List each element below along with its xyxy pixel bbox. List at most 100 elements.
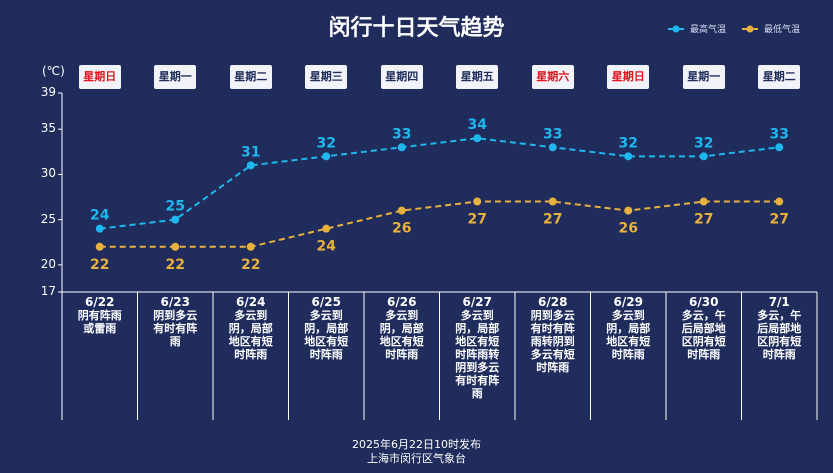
high-temp-label: 33 [770, 126, 789, 142]
low-temp-point [775, 197, 784, 206]
legend-item-high[interactable]: 最高气温 [668, 22, 726, 35]
y-tick-label: 25 [40, 211, 56, 226]
y-tick-label: 39 [40, 85, 56, 99]
footer: 2025年6月22日10时发布 上海市闵行区气象台 [0, 438, 833, 466]
weekday-label: 星期六 [531, 65, 574, 89]
legend-high-marker [668, 25, 684, 32]
date-label: 6/25 [311, 295, 341, 309]
date-label: 6/26 [387, 295, 417, 309]
y-tick-label: 30 [40, 166, 56, 181]
date-label: 6/28 [538, 295, 568, 309]
high-temp-point [699, 152, 708, 161]
high-temp-label: 33 [392, 126, 411, 142]
high-temp-label: 31 [241, 144, 260, 160]
weather-description: 多云到阴，局部地区有短时阵雨 [606, 309, 651, 361]
date-label: 7/1 [768, 295, 790, 309]
high-temp-label: 25 [166, 199, 185, 215]
high-temp-label: 24 [90, 208, 110, 224]
legend-low-label: 最低气温 [764, 25, 801, 35]
low-temp-label: 27 [770, 212, 789, 228]
low-temp-label: 22 [166, 257, 185, 273]
high-temp-point [775, 143, 784, 152]
low-temp-point [171, 242, 180, 251]
y-tick-label: 20 [40, 256, 56, 271]
date-label: 6/30 [689, 295, 719, 309]
chart-title: 闵行十日天气趋势 [328, 16, 505, 41]
low-temp-label: 26 [619, 221, 638, 237]
low-temp-point [95, 242, 104, 251]
high-temp-line [99, 137, 780, 230]
date-label: 6/29 [613, 295, 643, 309]
y-tick-label: 17 [40, 284, 56, 298]
low-temp-label: 27 [694, 212, 713, 228]
high-temp-point [397, 143, 406, 152]
weekday-label: 星期二 [229, 65, 272, 89]
high-temp-point [171, 215, 180, 224]
low-temp-point [322, 224, 331, 233]
weekday-label: 星期日 [78, 65, 121, 89]
day-column: 6/30 多云，午后局部地区阴有短时阵雨 [667, 295, 741, 362]
weekday-label: 星期三 [305, 65, 348, 89]
high-temp-label: 32 [619, 135, 638, 151]
low-temp-label: 22 [241, 257, 260, 273]
day-column: 6/24 多云到阴，局部地区有短时阵雨 [214, 295, 288, 362]
day-column: 6/25 多云到阴，局部地区有短时阵雨 [289, 295, 363, 362]
weather-description: 多云到阴，局部地区有短时阵雨 [228, 309, 273, 361]
low-temp-label: 26 [392, 221, 411, 237]
day-column: 6/22 阴有阵雨或雷雨 [63, 295, 137, 336]
date-label: 6/22 [85, 295, 115, 309]
high-temp-point [95, 224, 104, 233]
y-axis-unit: (℃) [42, 64, 65, 78]
weather-description: 多云到阴，局部地区有短时阵雨 [379, 309, 424, 361]
weather-description: 阴到多云有时有阵雨 [153, 309, 198, 348]
high-temp-label: 34 [468, 117, 488, 133]
low-temp-point [473, 197, 482, 206]
low-temp-label: 27 [468, 212, 487, 228]
weekday-label: 星期四 [380, 65, 423, 89]
date-label: 6/23 [160, 295, 190, 309]
weekday-label: 星期二 [758, 65, 801, 89]
date-label: 6/24 [236, 295, 266, 309]
legend-item-low[interactable]: 最低气温 [742, 22, 800, 35]
publish-time: 2025年6月22日10时发布 [352, 438, 481, 451]
low-temp-point [699, 197, 708, 206]
high-temp-point [624, 152, 633, 161]
weather-description: 多云，午后局部地区阴有短时阵雨 [681, 309, 726, 361]
low-temp-line [99, 200, 780, 248]
high-temp-label: 33 [543, 126, 562, 142]
weekday-label: 星期五 [456, 65, 499, 89]
high-temp-label: 32 [694, 135, 713, 151]
weather-description: 阴到多云有时有阵雨转阴到多云有短时阵雨 [530, 309, 575, 374]
low-temp-point [397, 206, 406, 215]
high-temp-point [473, 134, 482, 143]
high-temp-point [322, 152, 331, 161]
low-temp-label: 27 [543, 212, 562, 228]
low-temp-point [246, 242, 255, 251]
day-column: 6/27 多云到阴，局部地区有短时阵雨转阴到多云有时有阵雨 [440, 295, 514, 401]
low-temp-point [624, 206, 633, 215]
low-temp-point [548, 197, 557, 206]
legend-high-label: 最高气温 [690, 25, 727, 35]
high-temp-label: 32 [317, 135, 336, 151]
low-temp-label: 22 [90, 257, 109, 273]
legend: 最高气温 最低气温 [668, 22, 816, 35]
high-temp-point [548, 143, 557, 152]
publisher: 上海市闵行区气象台 [367, 452, 466, 465]
legend-low-marker [742, 25, 759, 32]
weekday-label: 星期日 [607, 65, 650, 89]
weather-description: 阴有阵雨或雷雨 [77, 309, 122, 335]
day-column: 6/29 多云到阴，局部地区有短时阵雨 [591, 295, 665, 362]
weekday-label: 星期一 [682, 65, 725, 89]
weather-description: 多云，午后局部地区阴有短时阵雨 [757, 309, 802, 361]
weather-description: 多云到阴，局部地区有短时阵雨转阴到多云有时有阵雨 [455, 309, 500, 400]
y-tick-label: 35 [40, 121, 56, 136]
day-column: 7/1 多云，午后局部地区阴有短时阵雨 [742, 295, 816, 362]
low-temp-label: 24 [317, 239, 337, 255]
weekday-label: 星期一 [154, 65, 197, 89]
day-column: 6/26 多云到阴，局部地区有短时阵雨 [365, 295, 439, 362]
weather-description: 多云到阴，局部地区有短时阵雨 [304, 309, 349, 361]
date-label: 6/27 [462, 295, 492, 309]
day-column: 6/23 阴到多云有时有阵雨 [138, 295, 212, 349]
day-column: 6/28 阴到多云有时有阵雨转阴到多云有短时阵雨 [516, 295, 590, 375]
